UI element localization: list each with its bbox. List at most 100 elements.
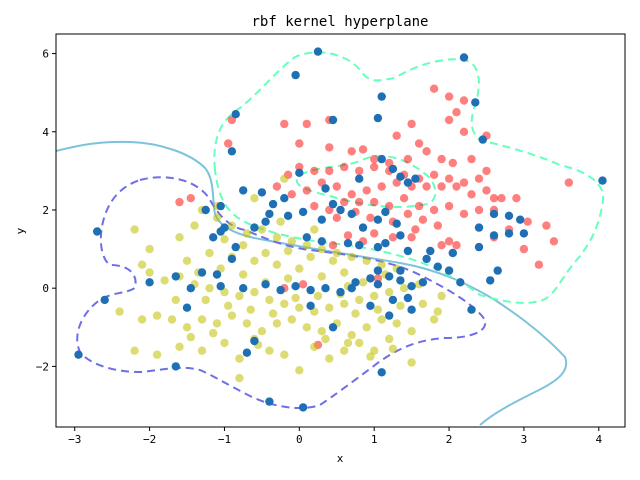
support-vector-point — [231, 242, 240, 252]
yellow-point — [377, 315, 386, 324]
support-vector-point — [403, 178, 413, 187]
support-vector-point — [373, 215, 383, 224]
red-point — [429, 170, 439, 179]
support-vector-point — [291, 282, 300, 291]
red-point — [467, 154, 476, 164]
support-vector-point — [504, 211, 514, 220]
yellow-point — [246, 305, 255, 314]
support-vector-point — [377, 92, 386, 101]
yellow-point — [437, 291, 446, 301]
x-axis-ticks: −3 −2 −1 0 1 2 3 4 — [68, 427, 602, 446]
red-point — [280, 119, 289, 129]
red-point — [459, 96, 469, 105]
support-vector-point — [377, 154, 386, 164]
red-point — [340, 197, 349, 207]
yellow-point — [347, 330, 356, 340]
red-point — [370, 229, 379, 238]
support-vector-point — [403, 293, 413, 303]
support-vector-point — [261, 217, 270, 226]
support-vector-point — [396, 231, 405, 240]
red-point — [512, 194, 521, 203]
support-vector-point — [298, 207, 308, 217]
red-point — [366, 213, 375, 222]
red-point — [370, 154, 379, 164]
support-vector-point — [216, 227, 225, 236]
yellow-point — [130, 225, 139, 234]
yellow-point — [291, 293, 300, 303]
support-vector-point — [493, 266, 502, 275]
red-point — [422, 147, 431, 156]
red-point — [328, 241, 338, 250]
yellow-point — [347, 252, 356, 262]
red-point — [482, 186, 491, 195]
yellow-point — [362, 323, 371, 332]
yellow-point — [317, 244, 326, 254]
yellow-point — [429, 315, 439, 324]
support-vector-point — [407, 282, 416, 291]
red-point — [444, 115, 454, 125]
yellow-point — [175, 342, 184, 351]
yellow-point — [276, 217, 285, 226]
yellow-point — [366, 352, 375, 361]
yellow-point — [317, 327, 326, 336]
scatter-points — [74, 47, 607, 412]
support-vector-point — [388, 295, 398, 305]
red-point — [452, 182, 461, 191]
yellow-point — [388, 344, 398, 353]
yellow-point — [433, 307, 442, 316]
support-vector-point — [392, 219, 401, 228]
red-point — [452, 108, 461, 117]
yellow-point — [212, 319, 222, 328]
yellow-point — [407, 327, 416, 336]
y-tick-label: 2 — [42, 204, 49, 217]
red-point — [325, 143, 334, 152]
red-point — [519, 244, 529, 254]
red-point — [332, 182, 341, 191]
yellow-point — [182, 256, 192, 265]
support-vector-point — [328, 199, 338, 209]
x-tick-label: 0 — [296, 433, 303, 446]
yellow-point — [385, 334, 394, 344]
yellow-point — [145, 244, 154, 254]
x-tick-label: −3 — [68, 433, 81, 446]
support-vector-point — [201, 205, 210, 215]
yellow-point — [186, 332, 195, 342]
support-vector-point — [598, 176, 607, 185]
support-vector-point — [268, 199, 278, 209]
y-tick-label: 4 — [42, 126, 49, 139]
yellow-point — [115, 307, 124, 316]
yellow-point — [272, 260, 282, 269]
red-point — [358, 145, 368, 154]
red-point — [542, 221, 551, 230]
red-point — [332, 213, 341, 222]
support-vector-point — [407, 305, 416, 314]
red-point — [224, 139, 233, 148]
support-vector-point — [486, 276, 495, 285]
support-vector-point — [295, 168, 304, 177]
yellow-point — [137, 260, 147, 269]
yellow-point — [205, 248, 214, 258]
yellow-point — [182, 323, 192, 332]
yellow-point — [313, 291, 323, 301]
red-point — [370, 197, 379, 207]
yellow-point — [235, 291, 244, 301]
red-point — [429, 205, 439, 215]
yellow-point — [197, 346, 207, 355]
yellow-point — [242, 319, 252, 328]
red-point — [325, 166, 334, 176]
yellow-point — [235, 354, 244, 363]
yellow-point — [167, 315, 177, 324]
yellow-point — [358, 278, 368, 287]
red-point — [489, 194, 499, 203]
support-vector-point — [456, 278, 465, 287]
red-point — [370, 162, 379, 172]
red-point — [347, 147, 356, 156]
yellow-point — [418, 299, 428, 308]
support-vector-point — [444, 266, 454, 275]
support-vector-point — [239, 186, 248, 195]
support-vector-point — [478, 135, 487, 144]
support-vector-point — [347, 284, 356, 293]
support-vector-point — [411, 174, 420, 183]
red-point — [549, 237, 559, 246]
